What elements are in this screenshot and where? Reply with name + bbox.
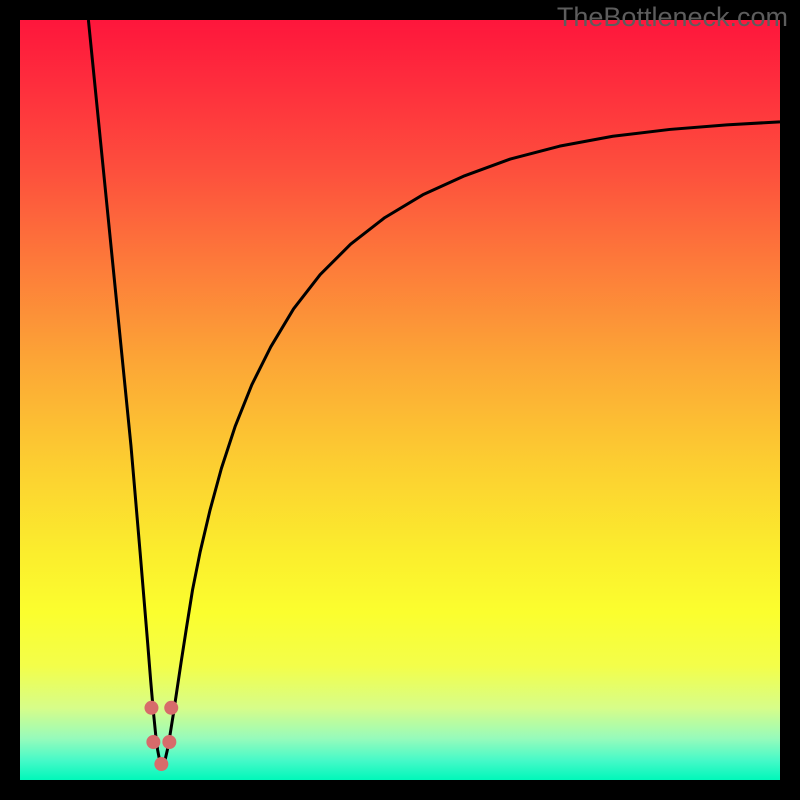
curve-marker-0 xyxy=(145,701,158,714)
curve-marker-1 xyxy=(147,736,160,749)
curve-marker-2 xyxy=(155,758,168,771)
curve-marker-3 xyxy=(163,736,176,749)
curve-marker-4 xyxy=(165,701,178,714)
watermark-text: TheBottleneck.com xyxy=(557,2,788,33)
bottleneck-curve xyxy=(88,20,780,764)
chart-svg-layer xyxy=(0,0,800,800)
